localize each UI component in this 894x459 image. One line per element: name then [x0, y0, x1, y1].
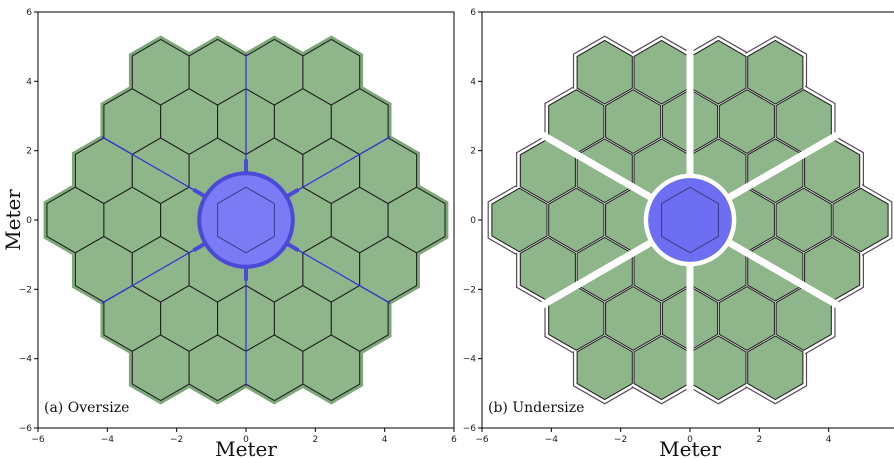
central-obscuration — [197, 171, 295, 269]
segment-hex — [747, 39, 804, 105]
segment-hex — [747, 335, 804, 401]
y-tick-label: −2 — [463, 285, 476, 295]
panel-label: (a) Oversize — [44, 400, 129, 416]
panel-undersize: −6 −4 −2 0 2 4 −6 −4 −2 0 2 4 6 (b) Undersize Meter — [463, 8, 894, 459]
tick-marks: −6 −4 −2 0 2 4 −6 −4 −2 0 2 4 6 — [463, 8, 832, 445]
x-tick-label: −4 — [101, 435, 115, 445]
segment-hex — [387, 186, 446, 254]
y-tick-label: −6 — [463, 424, 477, 434]
x-tick-label: 4 — [826, 435, 832, 445]
panel-label: (b) Undersize — [488, 400, 584, 416]
obscuration-disk — [645, 175, 735, 265]
x-tick-label: −4 — [545, 435, 559, 445]
x-tick-label: 6 — [451, 435, 457, 445]
x-axis-title: Meter — [215, 437, 277, 459]
x-tick-label: 4 — [382, 435, 388, 445]
y-axis-title: Meter — [1, 189, 25, 251]
center-hex-outline — [217, 186, 275, 254]
plot-frame — [37, 11, 455, 429]
segment-hex — [576, 335, 633, 401]
x-tick-label: −6 — [475, 435, 489, 445]
segment-hex — [718, 286, 775, 351]
y-tick-label: 0 — [26, 216, 32, 226]
y-tick-label: −4 — [463, 355, 477, 365]
segment-hexagons — [46, 38, 446, 402]
x-tick-label: 2 — [756, 435, 762, 445]
x-tick-label: −6 — [31, 435, 45, 445]
x-tick-label: −2 — [614, 435, 627, 445]
y-tick-label: 6 — [470, 8, 476, 18]
y-tick-label: 0 — [470, 216, 476, 226]
y-tick-label: 6 — [26, 8, 32, 18]
segment-hex — [605, 286, 662, 351]
plot-frame — [481, 11, 894, 429]
obscuration-disk — [197, 171, 295, 269]
segment-hex — [548, 187, 605, 253]
y-tick-label: 4 — [26, 77, 32, 87]
segment-hex — [605, 89, 662, 154]
x-tick-label: −2 — [170, 435, 183, 445]
x-tick-label: 0 — [243, 435, 249, 445]
y-tick-label: 4 — [470, 77, 476, 87]
y-tick-label: −6 — [19, 424, 33, 434]
segment-hex — [832, 187, 889, 253]
x-tick-label: 2 — [312, 435, 318, 445]
y-tick-label: −2 — [19, 285, 32, 295]
y-tick-label: 2 — [26, 147, 32, 157]
y-tick-label: 2 — [470, 147, 476, 157]
x-tick-label: 0 — [687, 435, 693, 445]
x-axis-title: Meter — [659, 437, 721, 459]
segment-hex — [576, 39, 633, 105]
y-tick-label: −4 — [19, 355, 33, 365]
central-obscuration — [643, 173, 737, 267]
segment-hex — [718, 89, 775, 154]
segment-hex — [775, 187, 832, 253]
tick-marks: −6 −4 −2 0 2 4 6 −6 −4 −2 0 2 4 6 — [19, 8, 457, 445]
segment-hex — [491, 187, 548, 253]
center-hex-outline — [661, 186, 719, 254]
